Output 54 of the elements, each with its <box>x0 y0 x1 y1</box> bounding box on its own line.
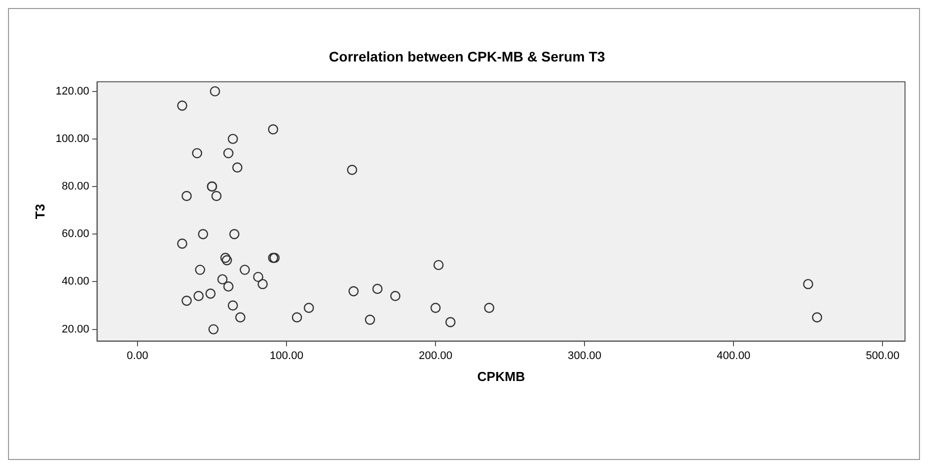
x-tick-label: 200.00 <box>418 350 452 362</box>
x-tick-label: 400.00 <box>716 350 750 362</box>
point <box>211 190 222 202</box>
y-tick-label: 120.00 <box>56 85 90 98</box>
x-tick-label: 300.00 <box>568 350 602 362</box>
point <box>222 255 232 266</box>
point <box>192 148 202 158</box>
point <box>346 164 358 175</box>
point <box>198 229 208 240</box>
point <box>304 302 314 313</box>
point <box>372 284 383 294</box>
point <box>182 296 192 306</box>
point <box>258 278 268 290</box>
point <box>292 312 302 322</box>
point <box>182 190 192 202</box>
y-axis-title: T3 <box>32 204 48 220</box>
point <box>229 229 240 240</box>
point <box>812 312 822 322</box>
point <box>223 148 234 158</box>
point <box>194 264 206 275</box>
y-tick-label: 40.00 <box>62 276 90 288</box>
point <box>390 290 400 302</box>
point <box>193 290 204 302</box>
point <box>210 86 220 96</box>
point <box>433 260 444 270</box>
y-tick-label: 60.00 <box>62 228 90 240</box>
point <box>232 162 242 173</box>
chart-title: Correlation between CPK-MB & Serum T3 <box>328 48 606 64</box>
point <box>268 124 278 134</box>
y-tick-label: 80.00 <box>62 180 90 193</box>
point <box>220 252 231 264</box>
point <box>228 300 238 311</box>
point <box>348 286 359 296</box>
point <box>205 288 216 299</box>
point <box>208 324 219 334</box>
point <box>445 317 456 328</box>
x-tick-label: 500.00 <box>866 350 900 362</box>
point <box>253 272 264 282</box>
point <box>803 278 814 290</box>
x-axis-title: CPKMB <box>477 368 525 384</box>
point <box>223 281 234 292</box>
point <box>430 302 441 313</box>
point <box>240 264 250 275</box>
y-tick-label: 100.00 <box>56 132 90 145</box>
point <box>228 134 238 144</box>
point <box>235 312 246 322</box>
point <box>177 238 188 249</box>
point <box>217 274 228 284</box>
point <box>177 100 188 111</box>
x-tick-label: 0.00 <box>126 350 148 362</box>
x-tick-label: 100.00 <box>270 350 304 362</box>
point <box>364 314 376 325</box>
point <box>484 302 494 313</box>
y-tick-label: 20.00 <box>62 323 90 336</box>
